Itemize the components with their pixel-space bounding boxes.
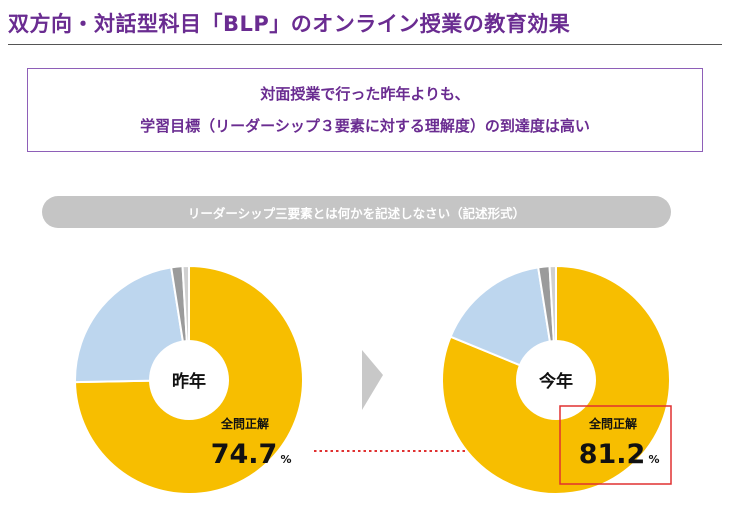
center-label-this-year: 今年 — [539, 371, 573, 392]
chevron-right-icon — [362, 350, 383, 410]
slice-correct-this-year — [441, 264, 671, 495]
page-title: 双方向・対話型科目「BLP」のオンライン授業の教育効果 — [8, 12, 571, 36]
value-this-year: 81.2 — [579, 439, 646, 470]
caption-this-year: 全問正解 — [588, 416, 637, 431]
summary-line-2: 学習目標（リーダーシップ３要素に対する理解度）の到達度は高い — [140, 117, 590, 135]
highlight-box — [559, 405, 672, 485]
summary-box: 対面授業で行った昨年よりも、 学習目標（リーダーシップ３要素に対する理解度）の到… — [27, 68, 703, 152]
title-underline — [8, 44, 722, 45]
donut-chart-this-year: 今年 全問正解 81.2 % — [441, 264, 672, 495]
slice-correct-last-year — [73, 264, 304, 495]
unit-this-year: % — [648, 453, 659, 466]
unit-last-year: % — [280, 453, 291, 466]
caption-last-year: 全問正解 — [220, 416, 269, 431]
donut-hole-last-year — [149, 340, 229, 420]
center-label-last-year: 昨年 — [172, 371, 206, 392]
summary-line-1: 対面授業で行った昨年よりも、 — [260, 85, 470, 103]
question-banner: リーダーシップ三要素とは何かを記述しなさい（記述形式） — [42, 196, 671, 228]
value-last-year: 74.7 — [211, 439, 278, 470]
donut-chart-last-year: 昨年 全問正解 74.7 % — [73, 264, 304, 495]
donut-hole-this-year — [516, 340, 596, 420]
